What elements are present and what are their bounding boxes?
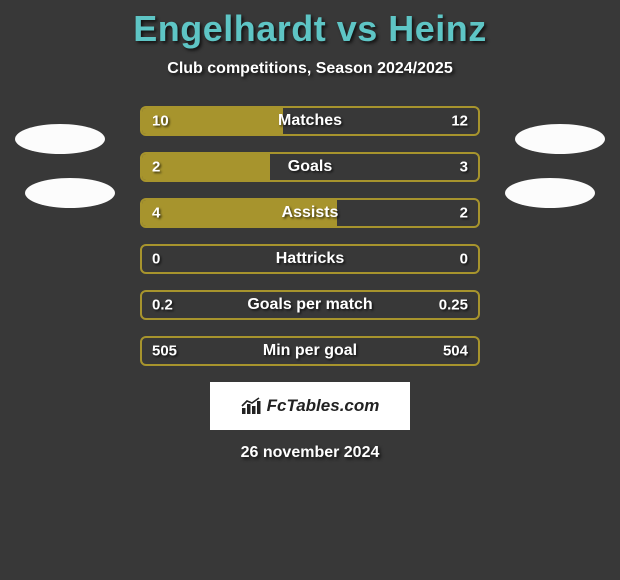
stat-label: Goals per match — [142, 296, 478, 314]
stat-value-left: 0 — [152, 251, 160, 268]
bar-left — [142, 108, 283, 134]
stat-row: Goals23 — [140, 152, 480, 182]
stat-row: Hattricks0 0 — [140, 244, 480, 274]
chart-icon — [241, 397, 261, 415]
stat-value-right: 2 — [460, 205, 468, 222]
footer-date: 26 november 2024 — [0, 444, 620, 462]
player-right-avatar — [515, 124, 605, 154]
club-left-avatar — [25, 178, 115, 208]
stat-value-left: 505 — [152, 343, 177, 360]
bar-left — [142, 200, 337, 226]
source-badge-text: FcTables.com — [267, 396, 380, 416]
subtitle: Club competitions, Season 2024/2025 — [0, 60, 620, 78]
stats-rows: Matches1012 Goals23 Assists42 Hattricks0 0 Go… — [140, 106, 480, 366]
stat-value-right: 0 — [460, 251, 468, 268]
stat-label: Hattricks — [142, 250, 478, 268]
stat-value-right: 3 — [460, 159, 468, 176]
comparison-content: Matches1012 Goals23 Assists42 Hattricks0 0 Go… — [0, 106, 620, 462]
stat-value-right: 0.25 — [439, 297, 468, 314]
stat-value-right: 12 — [451, 113, 468, 130]
player-left-avatar — [15, 124, 105, 154]
club-right-avatar — [505, 178, 595, 208]
page-title: Engelhardt vs Heinz — [0, 8, 620, 50]
stat-value-right: 504 — [443, 343, 468, 360]
source-badge: FcTables.com — [210, 382, 410, 430]
stat-row: Assists42 — [140, 198, 480, 228]
stat-value-left: 0.2 — [152, 297, 173, 314]
bar-left — [142, 154, 270, 180]
stat-row: Matches1012 — [140, 106, 480, 136]
stat-row: Goals per match0.2 0.25 — [140, 290, 480, 320]
stat-row: Min per goal505 504 — [140, 336, 480, 366]
stat-label: Min per goal — [142, 342, 478, 360]
